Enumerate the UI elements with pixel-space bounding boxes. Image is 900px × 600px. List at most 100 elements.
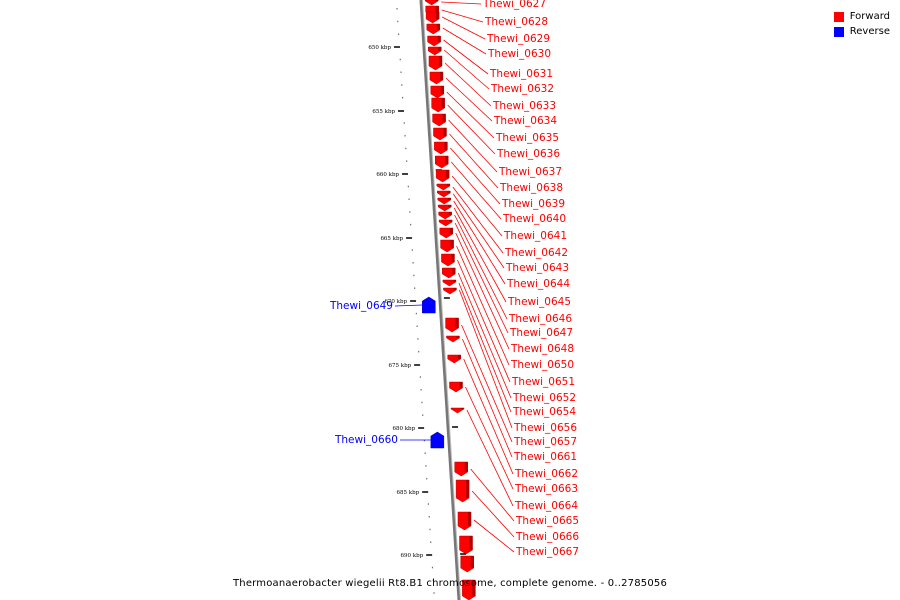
scale-tick-label: 670 kbp <box>384 299 407 305</box>
minor-tick <box>416 325 418 327</box>
forward-gene-shade <box>459 382 463 388</box>
gene-features <box>422 0 476 600</box>
minor-tick <box>413 274 415 277</box>
gene-label-forward: Thewi_0633 <box>492 100 556 112</box>
label-leader-line <box>455 232 510 350</box>
forward-gene-shade <box>456 336 460 338</box>
minor-tick <box>410 223 412 226</box>
minor-tick <box>402 96 404 99</box>
gene-label-forward: Thewi_0632 <box>490 83 554 95</box>
forward-gene-shade <box>437 36 441 42</box>
gene-label-reverse: Thewi_0660 <box>334 434 398 446</box>
scale-tick-label: 680 kbp <box>392 426 415 432</box>
minor-tick <box>401 84 403 86</box>
gene-label-forward: Thewi_0665 <box>515 515 579 527</box>
label-leader-line <box>471 490 515 538</box>
reverse-gene-feature <box>422 296 436 314</box>
chromosome-backbone <box>419 0 461 600</box>
label-leader-line <box>452 186 504 254</box>
label-leader-line <box>445 77 493 122</box>
forward-gene-shade <box>460 408 464 409</box>
minor-tick <box>423 439 425 442</box>
forward-gene-shade <box>435 6 439 12</box>
label-leader-line <box>456 245 510 366</box>
gene-label-forward: Thewi_0650 <box>510 359 574 371</box>
forward-gene-shade <box>449 220 453 222</box>
legend-reverse-label: Reverse <box>849 26 890 37</box>
minor-tick <box>419 376 421 378</box>
minor-tick <box>420 389 422 391</box>
gene-label-forward: Thewi_0647 <box>509 327 573 339</box>
gene-label-forward: Thewi_0629 <box>486 33 550 45</box>
minor-tick <box>427 503 429 505</box>
label-leader-line <box>394 304 423 307</box>
chromosome-axis <box>419 0 461 600</box>
label-leaders <box>394 1 515 553</box>
forward-gene-shade <box>442 114 446 122</box>
label-leader-line <box>453 207 507 303</box>
gene-label-forward: Thewi_0630 <box>487 48 551 60</box>
gene-label-forward: Thewi_0657 <box>513 436 577 448</box>
gene-label-forward: Thewi_0654 <box>512 406 576 418</box>
gene-label-forward: Thewi_0646 <box>508 313 572 325</box>
minor-tick <box>399 58 401 61</box>
minor-tick <box>398 33 400 35</box>
label-leader-line <box>441 9 484 23</box>
minor-tick <box>418 350 420 353</box>
gene-label-forward: Thewi_0638 <box>499 182 563 194</box>
label-leader-line <box>447 104 496 155</box>
gene-label-forward: Thewi_0635 <box>495 132 559 144</box>
forward-gene-shade <box>447 198 451 200</box>
forward-gene-shade <box>438 56 442 66</box>
label-leader-line <box>458 289 513 429</box>
reverse-gene-feature <box>430 431 445 449</box>
forward-gene-shade <box>451 254 455 262</box>
minor-tick <box>433 592 435 594</box>
label-leader-line <box>454 222 509 334</box>
minor-tick <box>407 185 409 188</box>
gene-label-forward: Thewi_0641 <box>503 230 567 242</box>
forward-gene-shade <box>467 512 471 526</box>
scale-ticks: 650 kbp 655 kbp 660 kbp 665 kbp 670 kbp 675 k… <box>368 45 433 559</box>
label-leader-line <box>451 175 503 237</box>
label-leader-line <box>446 91 495 139</box>
forward-gene-shade <box>435 0 439 1</box>
forward-gene-shade <box>472 580 476 596</box>
forward-gene-shade <box>436 12 440 19</box>
minor-tick <box>404 135 406 137</box>
minor-tick <box>430 541 432 543</box>
forward-gene-shade <box>464 462 468 472</box>
minor-tick <box>431 566 433 569</box>
minor-tick <box>426 477 428 480</box>
minor-tick <box>409 211 411 213</box>
forward-gene-shade <box>450 240 454 248</box>
scale-tick-label: 690 kbp <box>401 553 424 559</box>
label-leader-line <box>465 386 514 490</box>
scale-tick-label: 650 kbp <box>368 45 391 51</box>
minor-tick <box>422 414 424 416</box>
gene-label-forward: Thewi_0664 <box>514 500 578 512</box>
minor-tick <box>396 8 398 10</box>
forward-gene-shade <box>446 184 450 186</box>
gene-label-forward: Thewi_0652 <box>512 392 576 404</box>
label-leader-line <box>473 519 515 553</box>
gene-label-forward: Thewi_0628 <box>484 16 548 28</box>
chromosome-backbone-highlight <box>422 0 461 600</box>
label-leader-line <box>450 161 502 220</box>
minor-tick <box>412 262 414 264</box>
forward-gene-shade <box>445 156 449 164</box>
gene-label-forward: Thewi_0644 <box>506 278 570 290</box>
minor-tick <box>428 516 430 518</box>
minor-tick <box>403 122 405 124</box>
label-leader-line <box>453 200 506 285</box>
gene-label-forward: Thewi_0662 <box>514 468 578 480</box>
minor-tick <box>400 71 402 73</box>
genome-caption: Thermoanaerobacter wiegelii Rt8.B1 chrom… <box>232 578 668 589</box>
minor-tick <box>397 20 399 23</box>
forward-gene-shade <box>470 556 474 568</box>
minor-tick <box>432 579 434 581</box>
label-leader-line <box>462 338 513 458</box>
gene-label-forward: Thewi_0627 <box>482 0 546 10</box>
minor-tick <box>421 401 423 404</box>
